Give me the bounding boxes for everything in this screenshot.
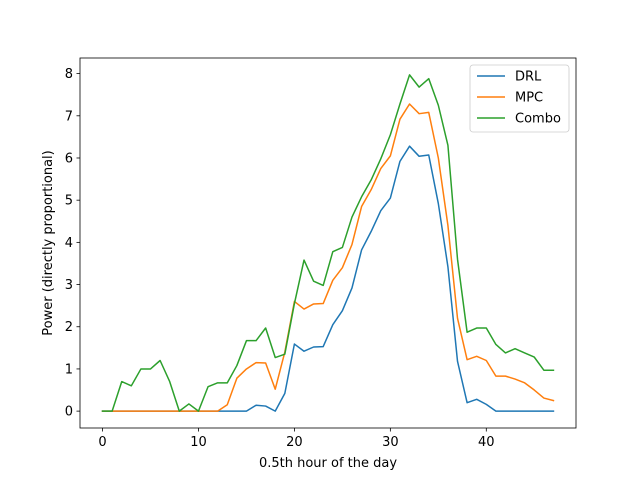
- legend-label-drl: DRL: [515, 70, 542, 85]
- y-tick-label: 5: [65, 194, 73, 209]
- y-tick-label: 1: [65, 362, 73, 377]
- legend: DRL MPC Combo: [469, 64, 570, 133]
- series-layer: [101, 74, 555, 412]
- y-axis: 0 1 2 3 4 5 6 7 8: [65, 67, 80, 420]
- series-line-combo: [101, 74, 555, 412]
- x-tick-label: 40: [478, 435, 495, 450]
- x-tick-label: 10: [190, 435, 207, 450]
- plot-frame: [79, 57, 577, 429]
- legend-box: [469, 64, 570, 133]
- y-tick-label: 6: [65, 151, 73, 166]
- x-axis-label: 0.5th hour of the day: [259, 456, 397, 471]
- x-tick-label: 20: [286, 435, 303, 450]
- y-tick-label: 3: [65, 278, 73, 293]
- y-axis-label: Power (directly proportional): [41, 150, 56, 335]
- y-tick-label: 0: [65, 405, 73, 420]
- y-tick-label: 7: [65, 109, 73, 124]
- y-tick-label: 8: [65, 67, 73, 82]
- y-tick-label: 4: [65, 236, 73, 251]
- legend-label-mpc: MPC: [515, 91, 543, 106]
- series-line-mpc: [101, 103, 555, 412]
- series-line-drl: [101, 145, 555, 412]
- y-tick-label: 2: [65, 320, 73, 335]
- legend-label-combo: Combo: [515, 112, 561, 127]
- x-tick-label: 0: [98, 435, 106, 450]
- x-axis: 0 10 20 30 40: [98, 428, 495, 450]
- x-tick-label: 30: [382, 435, 399, 450]
